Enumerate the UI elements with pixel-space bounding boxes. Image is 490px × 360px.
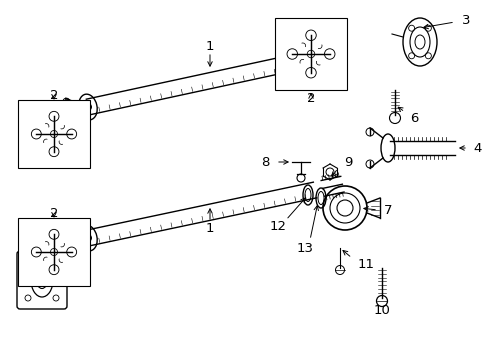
Text: 11: 11 [358,257,375,270]
Bar [18,100,90,168]
Text: 13: 13 [296,242,314,255]
Text: 9: 9 [344,156,352,168]
Bar [275,18,347,90]
Text: 1: 1 [206,40,214,53]
Text: 1: 1 [206,221,214,234]
Bar [18,218,90,286]
Text: 2: 2 [50,207,58,220]
Text: 12: 12 [270,220,287,233]
Text: 7: 7 [384,203,392,216]
Text: 6: 6 [410,112,418,125]
Text: 8: 8 [262,156,270,168]
Text: 4: 4 [473,141,481,154]
Text: 3: 3 [462,14,470,27]
Text: 10: 10 [373,303,391,316]
Text: 5: 5 [24,246,32,258]
Text: 2: 2 [50,89,58,102]
Text: 2: 2 [307,91,315,104]
